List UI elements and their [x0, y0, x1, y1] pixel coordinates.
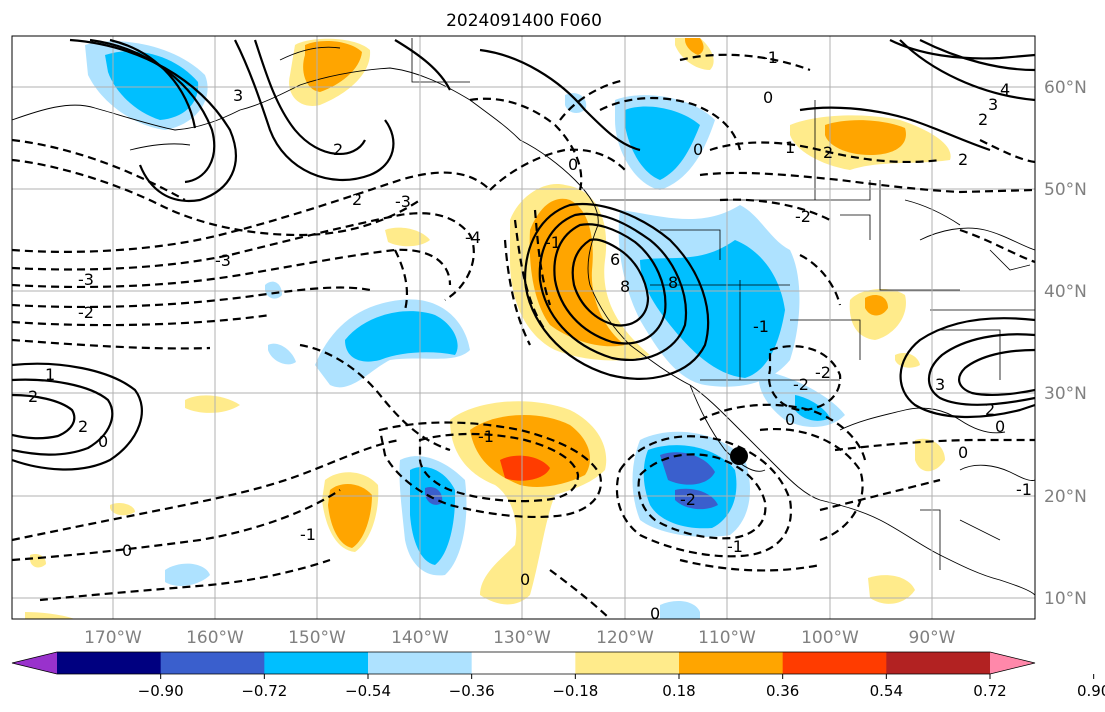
colorbar-tick-label: −0.90	[138, 682, 184, 700]
lon-label: 120°W	[596, 628, 654, 648]
colorbar: −0.90 −0.72 −0.54 −0.36 −0.18 0.18 0.36 0.54 0.7…	[11, 651, 1105, 700]
contour-label: 2	[28, 387, 38, 406]
colorbar-tick-label: −0.54	[345, 682, 391, 700]
lon-label: 90°W	[909, 628, 956, 648]
contour-label: 2	[352, 190, 362, 209]
contour-label: 0	[693, 140, 703, 159]
map-frame	[11, 35, 1036, 620]
map-layers: 3 2 2 -3 -4 -3 -3 -2 1 2 2 0 -1 0 -1 0 0…	[12, 36, 1035, 623]
contour-label: -2	[680, 490, 696, 509]
contour-label: 2	[978, 110, 988, 129]
lon-label: 150°W	[288, 628, 346, 648]
longitude-labels: 170°W 160°W 150°W 140°W 130°W 120°W 110°…	[84, 628, 956, 648]
colorbar-segment	[368, 652, 473, 674]
colorbar-segment	[782, 652, 887, 674]
contour-label: 2	[985, 400, 995, 419]
contour-label: 0	[995, 417, 1005, 436]
location-marker	[730, 447, 748, 465]
contour-label: 0	[958, 443, 968, 462]
colorbar-tick-label: −0.18	[552, 682, 598, 700]
contour-label: -1	[300, 525, 316, 544]
colorbar-tick-label: 0.90	[1077, 682, 1105, 700]
colorbar-segment	[264, 652, 369, 674]
contour-label: -3	[395, 192, 411, 211]
contour-label: 4	[1000, 80, 1010, 99]
latitude-labels: 60°N 50°N 40°N 30°N 20°N 10°N	[1044, 78, 1087, 609]
colorbar-segment	[471, 652, 576, 674]
lat-label: 60°N	[1044, 78, 1087, 98]
lat-label: 20°N	[1044, 487, 1087, 507]
contour-label: -3	[215, 251, 231, 270]
colorbar-segment	[886, 652, 991, 674]
colorbar-tick-label: 0.72	[973, 682, 1006, 700]
contour-label: 2	[78, 417, 88, 436]
contour-label: 8	[620, 277, 630, 296]
lat-label: 50°N	[1044, 180, 1087, 200]
lat-label: 40°N	[1044, 282, 1087, 302]
contour-label: -1	[478, 427, 494, 446]
gridlines	[12, 36, 1035, 619]
positive-shading-mid	[303, 38, 906, 548]
contour-label: -3	[78, 270, 94, 289]
lon-label: 110°W	[698, 628, 756, 648]
lon-label: 140°W	[391, 628, 449, 648]
contour-label: 2	[333, 140, 343, 159]
contour-label: -2	[78, 303, 94, 322]
contour-label: 2	[823, 143, 833, 162]
contour-label: -1	[762, 48, 778, 67]
contour-label: -2	[795, 207, 811, 226]
contour-label: 6	[610, 250, 620, 269]
contour-label: 0	[568, 155, 578, 174]
positive-contours	[12, 38, 1035, 471]
lon-label: 170°W	[84, 628, 142, 648]
contour-label: 0	[98, 432, 108, 451]
lon-label: 100°W	[801, 628, 859, 648]
negative-contours	[12, 53, 1035, 619]
contour-label: 8	[668, 273, 678, 292]
colorbar-tick-label: 0.54	[870, 682, 903, 700]
contour-label: 2	[958, 150, 968, 169]
map-title: 2024091400 F060	[446, 11, 602, 31]
contour-labels: 3 2 2 -3 -4 -3 -3 -2 1 2 2 0 -1 0 -1 0 0…	[28, 48, 1032, 623]
contour-label: 0	[763, 88, 773, 107]
contour-label: 0	[520, 570, 530, 589]
contour-label: 0	[122, 541, 132, 560]
political-borders	[411, 38, 1035, 570]
contour-label: 1	[45, 365, 55, 384]
lat-label: 10°N	[1044, 589, 1087, 609]
colorbar-extend-min	[12, 652, 57, 674]
colorbar-tick-label: −0.72	[241, 682, 287, 700]
lon-label: 130°W	[493, 628, 551, 648]
contour-label: 1	[785, 138, 795, 157]
lat-label: 30°N	[1044, 384, 1087, 404]
contour-label: -1	[1016, 480, 1032, 499]
coastlines	[12, 46, 1035, 596]
colorbar-tick-label: −0.36	[449, 682, 495, 700]
contour-label: -2	[793, 375, 809, 394]
lon-label: 160°W	[186, 628, 244, 648]
contour-label: 0	[650, 604, 660, 623]
negative-shading-dark	[425, 452, 718, 510]
contour-label: 3	[988, 95, 998, 114]
colorbar-outline	[11, 651, 1036, 675]
positive-shading-high	[500, 455, 550, 481]
colorbar-segment	[575, 652, 680, 674]
contour-label: -1	[727, 537, 743, 556]
contour-label: -1	[753, 317, 769, 336]
colorbar-segment	[57, 652, 162, 674]
contour-label: -2	[815, 363, 831, 382]
colorbar-segment	[160, 652, 265, 674]
contour-label: 0	[785, 410, 795, 429]
colorbar-extend-max	[990, 652, 1035, 674]
contour-label: 3	[233, 86, 243, 105]
colorbar-tick-label: 0.18	[662, 682, 695, 700]
contour-label: -4	[465, 228, 481, 247]
colorbar-tick-label: 0.36	[766, 682, 799, 700]
contour-label: -1	[545, 233, 561, 252]
colorbar-segment	[679, 652, 784, 674]
contour-label: 3	[935, 375, 945, 394]
